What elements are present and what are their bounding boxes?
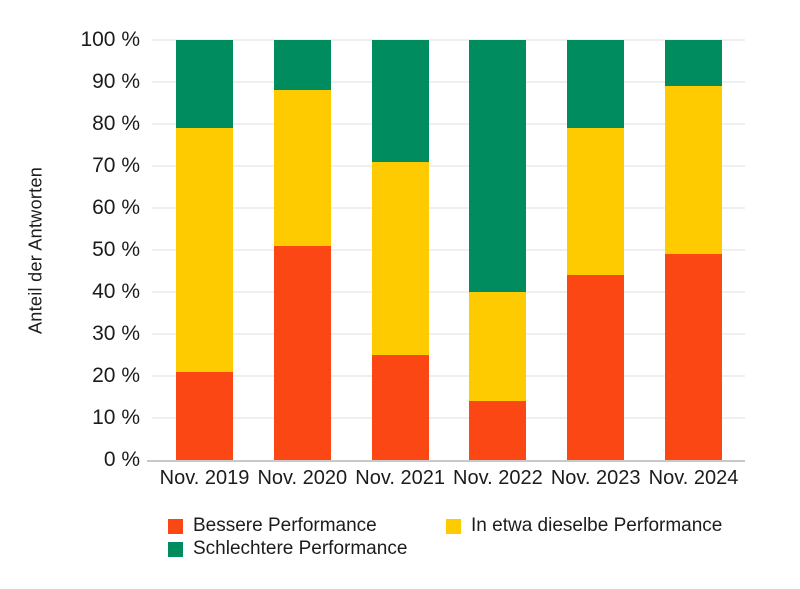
y-tick-label: 60 % (92, 196, 140, 219)
x-tick-label: Nov. 2019 (159, 467, 250, 489)
bar-segment (665, 254, 722, 460)
legend-label: Bessere Performance (193, 515, 377, 536)
y-tick-label: 0 % (103, 448, 140, 471)
bar-segment (273, 90, 331, 246)
legend-swatch-icon (168, 541, 183, 557)
gridline (152, 375, 745, 377)
gridline (152, 333, 745, 335)
x-tick-label: Nov. 2023 (550, 467, 641, 489)
bar-segment (371, 355, 429, 460)
bar-segment (371, 40, 429, 162)
gridline (152, 81, 745, 83)
bar-segment (273, 40, 331, 91)
gridline (152, 207, 745, 209)
x-tick-label: Nov. 2021 (355, 467, 445, 489)
bar-segment (665, 40, 722, 87)
gridline (152, 249, 745, 251)
y-tick-label: 100 % (80, 28, 140, 51)
x-axis-labels: Nov. 2019 Nov. 2020 Nov. 2021 Nov. 2022 Nov.… (152, 466, 745, 492)
bar-2024 (665, 40, 722, 460)
legend-swatch-icon (446, 518, 461, 534)
y-tick-label: 10 % (92, 406, 140, 429)
x-axis-line (147, 460, 745, 462)
plot-area (147, 39, 745, 462)
y-axis-title: Anteil der Antworten (25, 166, 46, 334)
legend-swatch-icon (168, 518, 183, 534)
y-tick-label: 20 % (92, 364, 140, 387)
bar-2023 (567, 40, 625, 460)
gridline (152, 291, 745, 293)
bar-segment (469, 401, 527, 460)
bar-segment (567, 40, 625, 129)
bar-2021 (371, 40, 429, 460)
gridline (152, 165, 745, 167)
bar-segment (176, 128, 233, 372)
y-tick-label: 70 % (92, 154, 140, 177)
bar-segment (469, 292, 527, 402)
bar-segment (176, 40, 233, 129)
bar-2022 (469, 40, 527, 460)
legend: Bessere Performance In etwa dieselbe Perf… (168, 515, 768, 560)
y-tick-label: 30 % (92, 322, 140, 345)
y-tick-label: 90 % (92, 70, 140, 93)
legend-item: Bessere Performance (168, 515, 446, 537)
x-tick-label: Nov. 2020 (257, 467, 348, 489)
bar-segment (665, 86, 722, 255)
x-tick-label: Nov. 2024 (648, 467, 739, 489)
gridline (152, 39, 745, 41)
legend-label: Schlechtere Performance (193, 538, 408, 559)
legend-item: In etwa dieselbe Performance (446, 515, 768, 537)
bar-segment (273, 245, 331, 460)
legend-label: In etwa dieselbe Performance (471, 515, 723, 536)
bar-segment (371, 161, 429, 355)
bar-segment (469, 40, 527, 292)
gridline (152, 123, 745, 125)
gridline (152, 417, 745, 419)
bar-segment (567, 275, 625, 460)
x-tick-label: Nov. 2022 (453, 467, 543, 489)
bar-2019 (176, 40, 233, 460)
legend-item: Schlechtere Performance (168, 538, 446, 560)
y-tick-label: 50 % (92, 238, 140, 261)
bar-segment (176, 371, 233, 460)
y-tick-label: 80 % (92, 112, 140, 135)
y-tick-label: 40 % (92, 280, 140, 303)
bar-2020 (273, 40, 331, 460)
bar-segment (567, 128, 625, 276)
